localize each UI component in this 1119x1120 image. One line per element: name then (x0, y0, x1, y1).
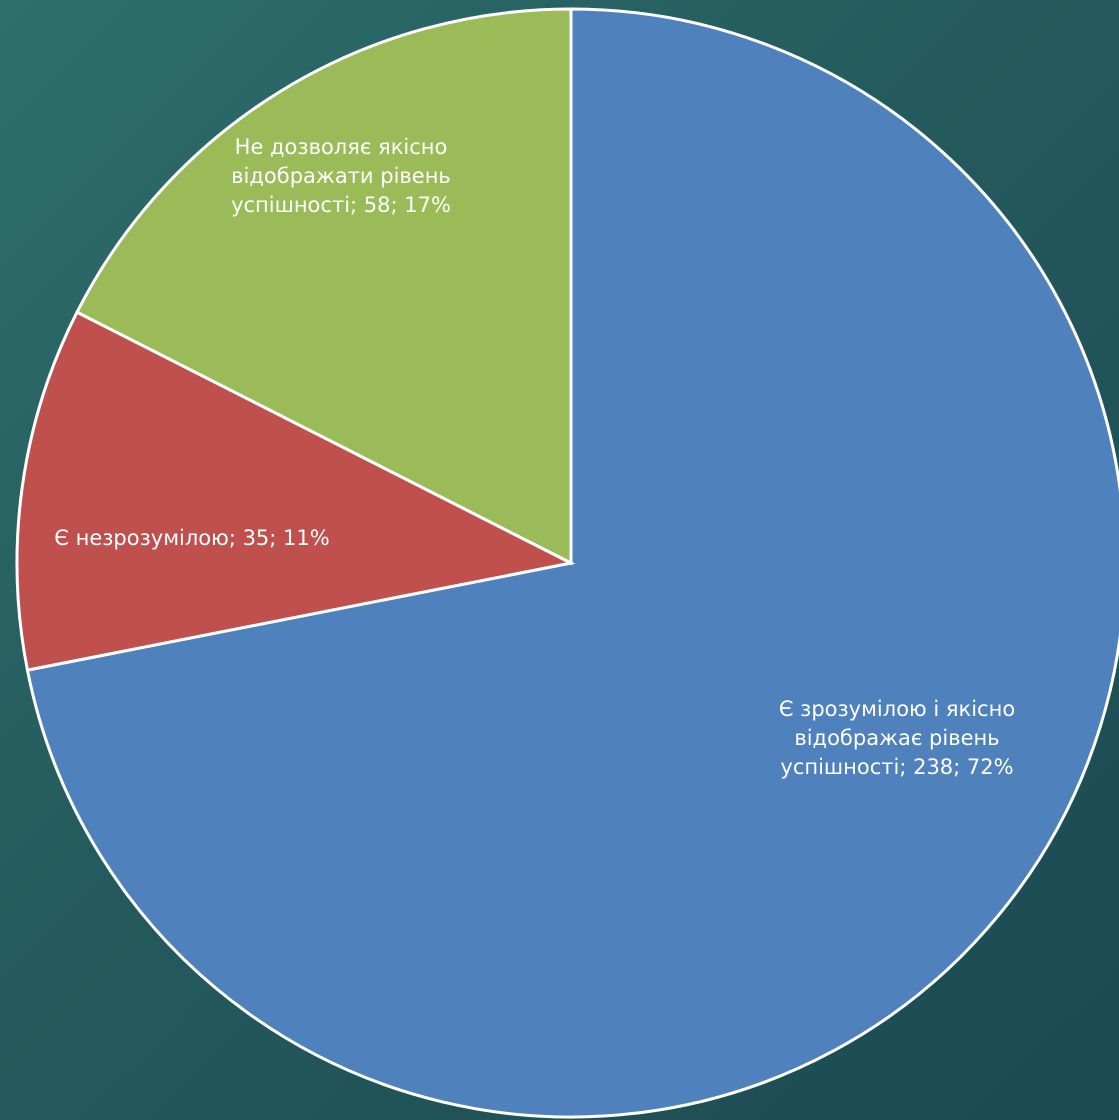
pie-slice-label-line: Не дозволяє якісно (235, 135, 448, 159)
labels-layer: Є зрозумілою і якісно відображає рівень ус… (54, 135, 1015, 779)
pie-slice-label-line: Є незрозумілою; 35; 11% (54, 526, 329, 550)
pie-slice-label-line: успішності; 58; 17% (231, 193, 451, 217)
pie-slice-label-line: Є зрозумілою і якісно (779, 697, 1015, 721)
slices-layer (15, 7, 1119, 1119)
pie-slice-2 (15, 310, 576, 672)
pie-slice-label-1: Є зрозумілою і якісно відображає рівень ус… (779, 697, 1015, 779)
pie-slice-label-2: Є незрозумілою; 35; 11% (54, 526, 329, 550)
pie-slice-label-line: відображає рівень (794, 726, 999, 750)
pie-slice-3 (75, 7, 573, 566)
pie-slice-label-line: відображати рівень (231, 164, 451, 188)
pie-slice-label-line: успішності; 238; 72% (780, 755, 1013, 779)
pie-slice-label-3: Не дозволяє якісно відображати рівень успі… (231, 135, 451, 217)
